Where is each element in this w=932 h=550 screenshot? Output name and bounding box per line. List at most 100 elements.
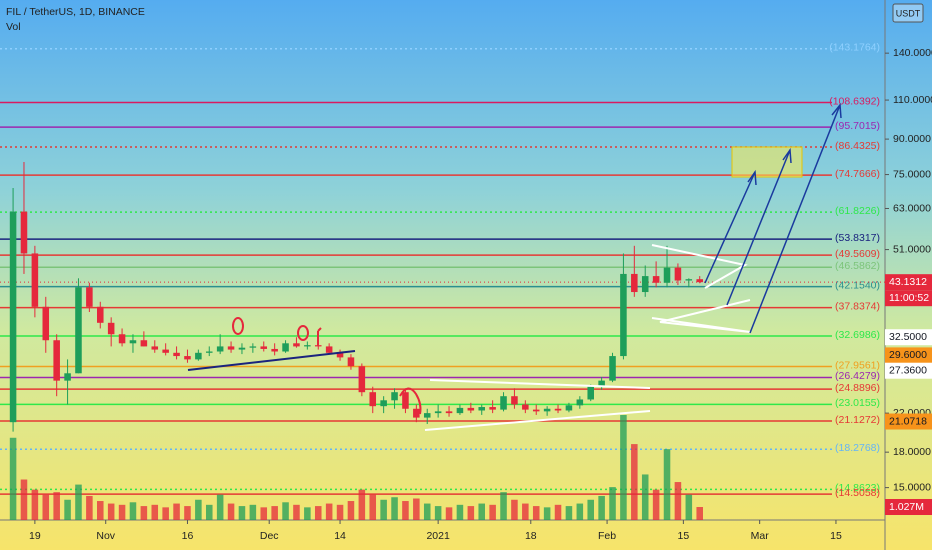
volume-bar <box>42 494 50 520</box>
volume-bar <box>576 503 584 520</box>
price-badge <box>885 347 932 364</box>
candle-body <box>489 407 496 410</box>
x-tick-label: 15 <box>830 530 842 542</box>
candle-body <box>140 340 148 347</box>
volume-bar <box>369 494 377 520</box>
volume-bar <box>358 489 366 520</box>
volume-bar <box>500 492 507 520</box>
highlight-circle <box>232 317 244 335</box>
volume-bar <box>31 489 39 520</box>
candle-body <box>162 349 169 353</box>
volume-bar <box>434 506 442 520</box>
level-label: (32.6986) <box>835 329 880 341</box>
volume-bar <box>587 499 594 520</box>
volume-bar <box>347 501 355 520</box>
x-tick-label: 19 <box>29 530 41 542</box>
candle-body <box>620 273 627 357</box>
level-label: (37.8374) <box>835 300 880 312</box>
volume-badge <box>885 499 932 516</box>
candle-body <box>151 346 159 350</box>
candle-body <box>369 392 377 407</box>
candle-body <box>238 347 246 350</box>
x-tick-label: 16 <box>182 530 194 542</box>
currency-box[interactable] <box>892 3 924 23</box>
volume-bar <box>336 504 344 520</box>
candle-body <box>652 276 660 283</box>
candle-body <box>434 411 442 414</box>
chart-title: FIL / TetherUS, 1D, BINANCE <box>6 6 145 18</box>
flag-line <box>651 244 748 289</box>
x-tick-label: 14 <box>334 530 346 542</box>
axes: 140.0000 110.0000 90.0000 75.0000 63.0000 51.… <box>29 47 932 542</box>
candle-body <box>587 386 594 400</box>
volume-bar <box>282 502 289 520</box>
candle-body <box>293 343 300 347</box>
volume-bar <box>227 503 235 520</box>
level-label: (24.8896) <box>835 382 880 394</box>
candle-body <box>271 348 278 352</box>
level-label: (74.7666) <box>835 168 880 180</box>
projection-arrow <box>749 104 841 334</box>
candle-body <box>554 408 562 411</box>
volume-bar <box>423 503 431 520</box>
candle-body <box>423 413 431 418</box>
y-tick-label: 75.0000 <box>893 168 931 180</box>
volume-bar <box>314 506 322 520</box>
candle-body <box>205 351 213 353</box>
level-label: (27.9561) <box>835 359 880 371</box>
candle-body <box>641 276 649 293</box>
level-label: (53.8317) <box>835 232 880 244</box>
arrow-head <box>747 169 757 186</box>
volume-bar <box>685 494 693 520</box>
volume-bar <box>674 482 682 520</box>
highlight-mark <box>317 327 322 346</box>
candle-body <box>31 253 39 307</box>
level-label: (42.1540) <box>835 279 880 291</box>
projection-arrow <box>704 171 756 284</box>
volume-bar <box>456 504 464 520</box>
candle-body <box>380 400 387 407</box>
candle-body <box>20 211 28 254</box>
candle-body <box>64 373 71 381</box>
volume-bar <box>304 507 311 520</box>
level-label: (14.5058) <box>835 487 880 499</box>
volume-bar <box>53 492 60 520</box>
volume-bar <box>20 479 28 520</box>
y-tick-label: 90.0000 <box>893 133 931 145</box>
level-label: (23.0155) <box>835 397 880 409</box>
volume-bar <box>293 504 300 520</box>
candle-body <box>173 352 180 357</box>
candle-body <box>456 407 464 414</box>
volume-bar <box>184 506 191 520</box>
level-label: (143.1764) <box>829 42 880 54</box>
currency[interactable]: USDT <box>896 8 921 18</box>
volume-bar <box>380 499 387 520</box>
volume-bar <box>271 506 278 520</box>
volume-bar <box>86 495 93 520</box>
levels: (143.1764) (108.6392) (95.7015) (86.4325) (7… <box>0 42 885 499</box>
volume-bar <box>631 444 638 520</box>
volume-bar <box>205 504 213 520</box>
volume-bar <box>532 506 540 520</box>
volume-pane <box>9 415 703 520</box>
candle-body <box>598 380 605 387</box>
volume-bar <box>9 437 17 520</box>
countdown-badge <box>885 290 932 307</box>
candle-body <box>445 411 453 414</box>
price-badge <box>885 329 932 346</box>
volume-bar <box>173 503 180 520</box>
candle-body <box>347 357 355 367</box>
triangle-line <box>424 410 651 431</box>
drawings <box>187 103 842 431</box>
price-badge-label: 32.5000 <box>889 331 927 343</box>
arrow-head <box>831 103 842 119</box>
volume-badge-label: 1.027M <box>889 501 924 513</box>
volume-bar <box>195 499 202 520</box>
candle-body <box>565 405 573 411</box>
flag-line <box>651 299 751 333</box>
volume-bar <box>118 504 126 520</box>
candle-body <box>227 346 235 350</box>
candle-body <box>97 306 104 323</box>
volume-bar <box>413 498 420 520</box>
